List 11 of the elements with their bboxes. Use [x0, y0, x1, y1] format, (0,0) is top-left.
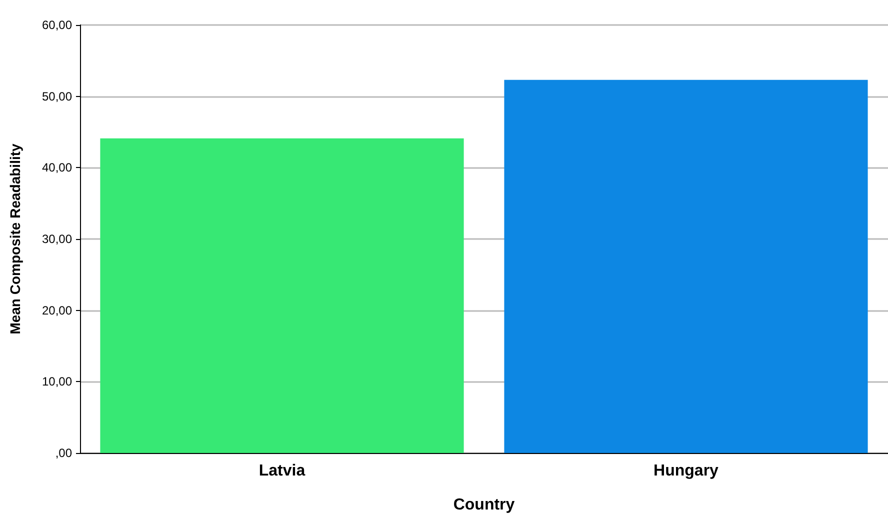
y-tick-label: 10,00	[42, 374, 72, 389]
x-tick-label: Hungary	[654, 462, 719, 480]
y-tick-label: 30,00	[42, 232, 72, 246]
y-tick-label: 20,00	[42, 303, 72, 318]
y-axis-title: Mean Composite Readability	[7, 143, 23, 334]
x-axis-title: Country	[453, 496, 515, 514]
x-tick-label: Latvia	[258, 462, 306, 480]
y-tick-label: 60,00	[42, 18, 72, 32]
y-tick-label: 50,00	[42, 89, 72, 104]
y-tick-label: 40,00	[42, 160, 72, 175]
y-tick-label: ,00	[55, 446, 72, 460]
